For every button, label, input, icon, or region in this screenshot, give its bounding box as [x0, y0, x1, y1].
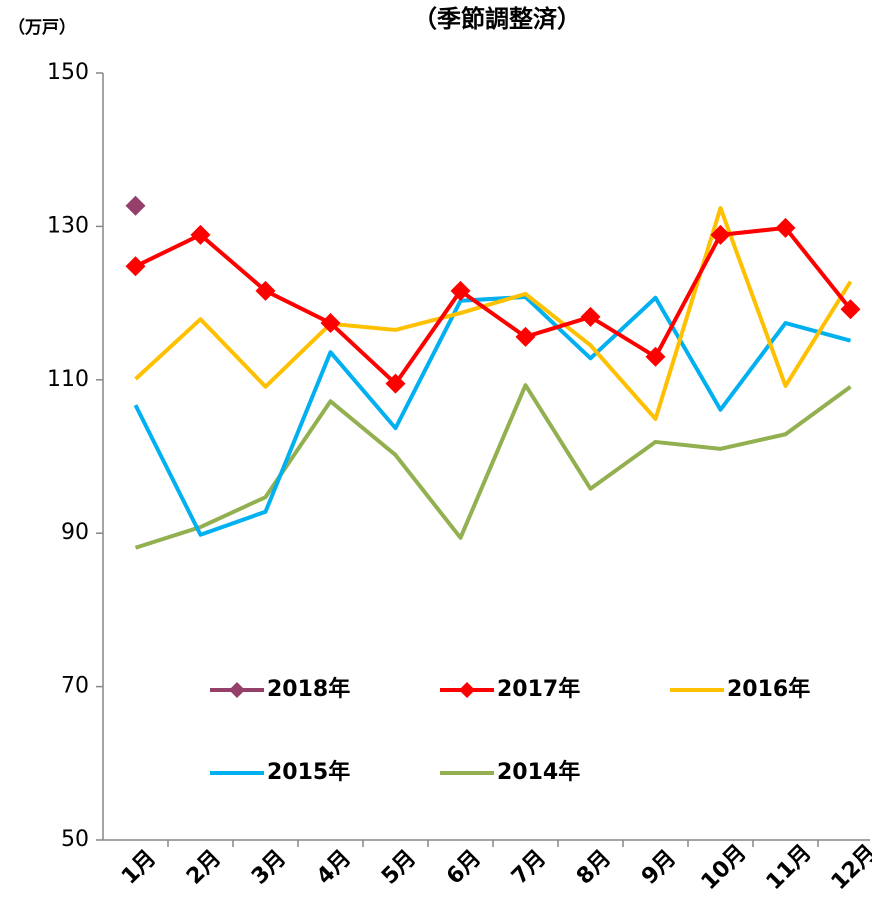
point-marker	[840, 299, 861, 320]
point-marker	[645, 346, 666, 367]
y-tick-label: 110	[47, 367, 89, 392]
y-tick-label: 90	[61, 520, 89, 545]
legend-text: 2018年	[267, 676, 350, 702]
y-tick-label: 130	[47, 213, 89, 238]
point-marker	[320, 313, 341, 334]
x-tick-label: 5月	[377, 846, 421, 890]
x-tick-label: 9月	[637, 846, 681, 890]
legend-text: 2015年	[267, 759, 350, 785]
x-tick-label: 11月	[762, 840, 817, 895]
y-tick-label: 50	[61, 827, 89, 852]
series-line	[134, 225, 853, 386]
x-tick-label: 1月	[117, 846, 161, 890]
point-marker	[125, 256, 146, 277]
point-marker	[125, 195, 146, 216]
legend-text: 2017年	[497, 676, 580, 702]
series-line	[133, 294, 852, 537]
point-marker	[190, 224, 211, 245]
legend-marker	[229, 682, 245, 698]
x-tick-label: 7月	[507, 846, 551, 890]
legend-text: 2014年	[497, 759, 580, 785]
legend-marker	[459, 682, 475, 698]
point-marker	[255, 280, 276, 301]
x-tick-label: 4月	[312, 846, 356, 890]
point-marker	[385, 373, 406, 394]
x-tick-label: 12月	[827, 840, 872, 895]
y-axis-label: （万戸）	[8, 17, 76, 38]
point-marker	[515, 326, 536, 347]
chart-title: （季節調整済）	[413, 5, 581, 33]
x-tick-label: 8月	[572, 846, 616, 890]
x-tick-label: 2月	[182, 846, 226, 890]
y-tick-label: 70	[61, 674, 89, 699]
point-marker	[710, 224, 731, 245]
series-line	[134, 383, 852, 550]
x-tick-label: 3月	[247, 846, 291, 890]
x-tick-label: 6月	[442, 846, 486, 890]
legend-text: 2016年	[727, 676, 810, 702]
y-tick-label: 150	[47, 60, 89, 85]
point-marker	[775, 217, 796, 238]
point-marker	[450, 280, 471, 301]
x-tick-label: 10月	[697, 840, 752, 895]
series-line	[134, 205, 853, 421]
point-marker	[580, 306, 601, 327]
